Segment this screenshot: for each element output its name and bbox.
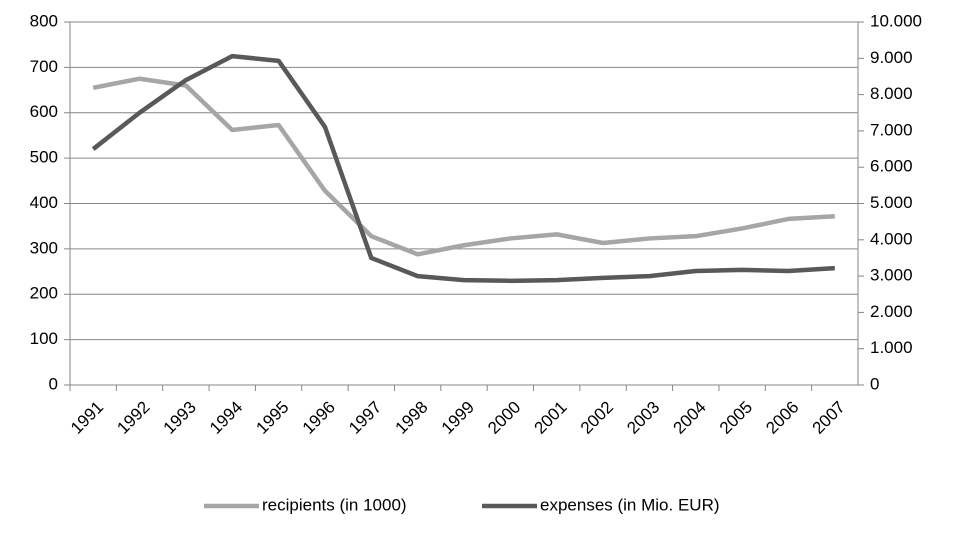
- x-tick-label: 1991: [67, 398, 107, 438]
- y-tick-label: 300: [30, 238, 58, 257]
- x-tick-label: 1993: [160, 398, 200, 438]
- x-tick-label: 1992: [113, 398, 153, 438]
- y2-tick-label: 4.000: [870, 229, 913, 248]
- x-tick-label: 2002: [577, 398, 617, 438]
- y2-tick-label: 7.000: [870, 120, 913, 139]
- x-tick-label: 2007: [809, 398, 849, 438]
- x-tick-label: 2003: [623, 398, 663, 438]
- legend-label: recipients (in 1000): [262, 495, 407, 514]
- x-tick-label: 1995: [252, 398, 292, 438]
- y2-tick-label: 10.000: [870, 11, 922, 30]
- x-tick-label: 2006: [762, 398, 802, 438]
- y2-tick-label: 8.000: [870, 84, 913, 103]
- y2-tick-label: 3.000: [870, 266, 913, 285]
- x-tick-label: 1997: [345, 398, 385, 438]
- y-tick-label: 100: [30, 329, 58, 348]
- y-tick-label: 500: [30, 148, 58, 167]
- line-series: [92, 76, 835, 257]
- x-tick-label: 1994: [206, 398, 246, 438]
- y-tick-label: 0: [49, 374, 58, 393]
- x-tick-label: 1998: [391, 398, 431, 438]
- y2-tick-label: 5.000: [870, 193, 913, 212]
- y-tick-label: 700: [30, 57, 58, 76]
- line-series: [91, 53, 835, 284]
- y2-tick-label: 1.000: [870, 338, 913, 357]
- x-tick-label: 2001: [531, 398, 571, 438]
- y-tick-label: 400: [30, 193, 58, 212]
- y-tick-label: 600: [30, 102, 58, 121]
- x-tick-label: 2005: [716, 398, 756, 438]
- legend-label: expenses (in Mio. EUR): [540, 495, 720, 514]
- y2-tick-label: 9.000: [870, 48, 913, 67]
- x-tick-label: 1996: [299, 398, 339, 438]
- x-tick-label: 2004: [670, 398, 710, 438]
- y2-tick-label: 6.000: [870, 157, 913, 176]
- x-tick-label: 1999: [438, 398, 478, 438]
- y2-tick-label: 2.000: [870, 302, 913, 321]
- y-tick-label: 800: [30, 11, 58, 30]
- x-tick-label: 2000: [484, 398, 524, 438]
- y-tick-label: 200: [30, 284, 58, 303]
- y2-tick-label: 0: [870, 374, 879, 393]
